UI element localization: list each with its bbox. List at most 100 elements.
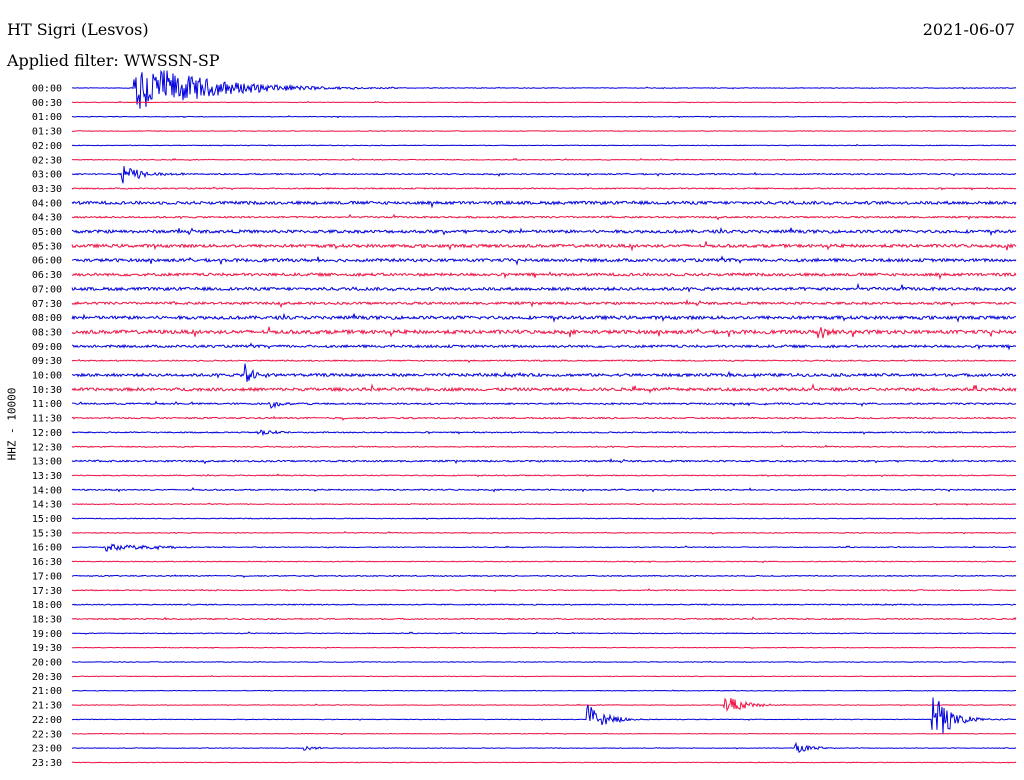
y-tick-label: 16:00 [32,543,62,554]
trace-line-2200 [71,697,1016,734]
trace-line-0430 [71,213,1017,221]
y-tick-label: 07:00 [32,284,62,295]
trace-line-0830 [71,326,1017,339]
y-tick-label: 08:30 [32,327,62,338]
y-tick-label: 23:30 [32,758,62,769]
trace-line-0000 [72,69,1017,109]
y-tick-label: 03:30 [32,184,62,195]
y-tick-label: 02:00 [32,141,62,152]
trace-line-2000 [71,660,1017,664]
y-tick-label: 01:00 [32,112,62,123]
trace-line-0730 [71,298,1017,309]
y-tick-label: 15:00 [32,514,62,525]
trace-line-0100 [71,115,1017,119]
y-tick-label: 00:00 [32,84,62,95]
y-tick-label: 11:30 [32,414,62,425]
y-tick-label: 23:00 [32,744,62,755]
y-tick-label: 00:30 [32,98,62,109]
trace-line-1130 [71,415,1017,421]
y-tick-label: 17:00 [32,571,62,582]
y-tick-label: 20:00 [32,658,62,669]
trace-line-0700 [71,282,1017,293]
trace-line-0600 [71,255,1017,266]
y-tick-label: 04:30 [32,213,62,224]
y-tick-label: 04:00 [32,198,62,209]
trace-line-1700 [71,574,1017,578]
y-tick-label: 15:30 [32,528,62,539]
trace-line-0930 [71,359,1017,364]
y-tick-label: 09:30 [32,356,62,367]
trace-line-0800 [71,312,1017,323]
y-tick-label: 18:30 [32,614,62,625]
trace-line-0900 [71,342,1017,351]
y-tick-label: 08:00 [32,313,62,324]
trace-line-0400 [71,200,1017,209]
y-tick-label: 02:30 [32,155,62,166]
trace-line-1900 [72,631,1016,635]
y-tick-label: 20:30 [32,672,62,683]
y-tick-label: 21:30 [32,701,62,712]
trace-line-0630 [71,271,1017,281]
y-tick-label: 03:00 [32,170,62,181]
trace-line-1230 [71,444,1017,449]
trace-line-1530 [71,530,1017,535]
date-label: 2021-06-07 [922,20,1015,39]
trace-line-0530 [71,241,1017,252]
trace-line-0330 [71,186,1017,191]
y-tick-label: 14:00 [32,485,62,496]
y-tick-label: 12:00 [32,428,62,439]
filter-label: Applied filter: WWSSN-SP [7,51,220,70]
trace-line-2130 [71,697,1017,712]
trace-line-1930 [71,646,1017,650]
trace-line-1330 [71,473,1017,478]
y-tick-label: 06:30 [32,270,62,281]
trace-line-0200 [71,143,1017,147]
trace-line-2100 [71,689,1017,692]
trace-line-1800 [71,603,1017,606]
trace-line-2300 [71,741,1017,754]
trace-line-0230 [71,157,1017,162]
y-tick-label: 06:00 [32,256,62,267]
trace-line-0500 [71,226,1017,237]
y-tick-label: 18:00 [32,600,62,611]
y-tick-label: 22:00 [32,715,62,726]
trace-line-1730 [71,588,1017,593]
y-tick-label: 10:00 [32,371,62,382]
y-tick-label: 19:30 [32,643,62,654]
trace-line-1200 [71,429,1017,437]
y-tick-label: 11:00 [32,399,62,410]
trace-line-0030 [71,100,1017,104]
trace-line-0300 [71,166,1017,184]
y-tick-label: 22:30 [32,729,62,740]
y-tick-label: 05:30 [32,241,62,252]
y-tick-label: 19:00 [32,629,62,640]
y-tick-label: 13:30 [32,471,62,482]
trace-line-1600 [71,543,1017,552]
y-tick-label: 13:00 [32,457,62,468]
trace-line-1500 [71,517,1017,521]
trace-line-1630 [71,560,1017,564]
trace-line-1100 [71,400,1017,409]
trace-line-0130 [72,130,1016,132]
trace-line-1300 [71,458,1017,465]
trace-line-1030 [71,383,1017,394]
y-tick-label: 01:30 [32,127,62,138]
y-tick-label: 14:30 [32,500,62,511]
station-title: HT Sigri (Lesvos) [7,20,149,39]
trace-line-1400 [71,487,1017,493]
y-tick-label: 16:30 [32,557,62,568]
trace-line-2230 [71,732,1017,736]
trace-line-1830 [71,616,1017,621]
y-tick-label: 07:30 [32,299,62,310]
trace-line-1430 [71,502,1017,506]
y-tick-label: 05:00 [32,227,62,238]
y-tick-label: 17:30 [32,586,62,597]
trace-line-2030 [71,674,1017,678]
y-tick-label: 12:30 [32,442,62,453]
y-tick-label: 21:00 [32,686,62,697]
y-tick-label: 10:30 [32,385,62,396]
y-tick-label: 09:00 [32,342,62,353]
trace-line-2330 [72,761,1017,764]
trace-line-1000 [71,363,1017,382]
